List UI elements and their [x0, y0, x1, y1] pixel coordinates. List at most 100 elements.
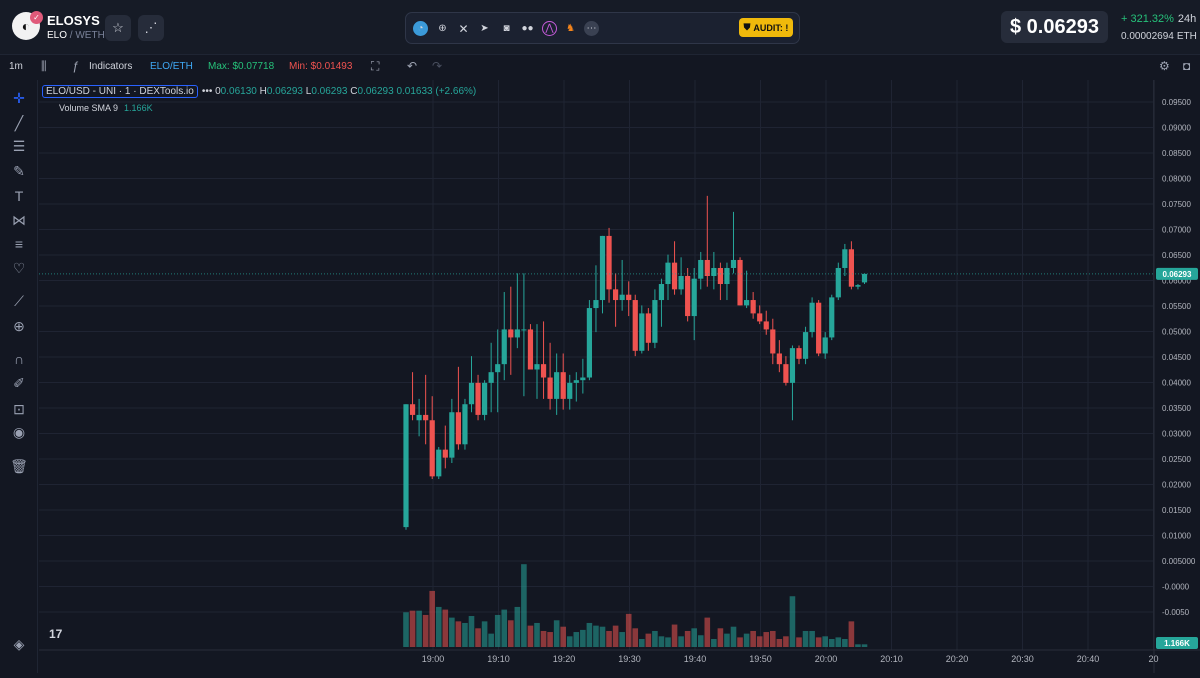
volume-bar — [789, 596, 796, 647]
layers-icon[interactable]: ◈ — [13, 635, 25, 652]
candle-body — [698, 259, 704, 279]
candle-body — [442, 449, 448, 458]
medium-icon[interactable]: ●● — [521, 23, 534, 34]
volume-bar — [501, 609, 508, 647]
volume-bar — [455, 621, 462, 647]
candle-body — [514, 329, 520, 338]
more-icon[interactable]: ⋯ — [584, 21, 599, 36]
volume-bar — [704, 617, 711, 647]
fullscreen-icon[interactable]: ⛶ — [371, 59, 380, 73]
volume-bar — [481, 621, 488, 647]
candle-body — [488, 372, 494, 383]
candle-style-icon[interactable]: ⫼ — [41, 59, 47, 73]
volume-bar — [645, 633, 652, 647]
volume-bar — [711, 638, 717, 647]
token-pair[interactable]: ELO / WETH — [47, 30, 105, 41]
camera-icon[interactable]: ◘ — [1183, 59, 1191, 73]
lock-icon[interactable]: ⊡ — [13, 400, 25, 417]
price-chart[interactable]: 0.09500 0.09000 0.08500 0.08000 0.07500 0.070… — [39, 80, 1200, 673]
volume-bar — [730, 626, 737, 647]
ruler-icon[interactable]: ⟋ — [14, 292, 24, 309]
candle-body — [567, 382, 573, 399]
last-price-tag — [1156, 267, 1198, 280]
volume-bar — [508, 620, 514, 647]
volume-bar — [776, 638, 783, 647]
volume-bar — [684, 630, 691, 647]
pair-toggle[interactable]: ELO/ETH — [150, 61, 193, 72]
heart-icon[interactable]: ♡ — [12, 259, 26, 276]
x-tick-label: 20 — [1148, 654, 1158, 664]
candle-body — [750, 300, 756, 314]
chart-legend: ELO/USD - UNI · 1 · DEXTools.io ••• 00.06… — [42, 85, 477, 98]
volume-bar — [435, 606, 442, 647]
brush-icon[interactable]: ✎ — [13, 162, 25, 179]
volume-bar — [494, 614, 501, 647]
x-tick-label: 19:00 — [422, 654, 445, 664]
zoom-in-icon[interactable]: ⊕ — [13, 317, 25, 334]
candle-body — [482, 382, 488, 415]
volume-bar — [770, 630, 776, 647]
volume-bar — [815, 637, 822, 647]
chart-canvas[interactable]: 0.09500 0.09000 0.08500 0.08000 0.07500 0.070… — [39, 80, 1200, 673]
volume-tag-label: 1.166K — [1164, 639, 1190, 648]
share-button[interactable]: ⋰ — [138, 15, 164, 41]
pair-separator: / — [69, 30, 73, 41]
x-icon[interactable]: ✕ — [458, 21, 469, 36]
undo-icon[interactable]: ↶ — [407, 59, 418, 73]
candle-body — [665, 262, 671, 285]
dextools-icon[interactable]: ⋀ — [542, 21, 557, 36]
coingecko-icon[interactable]: ◔ — [413, 21, 428, 36]
volume-value: 1.166K — [124, 103, 153, 113]
volume-bar — [848, 621, 855, 647]
y-tick-label: 0.09500 — [1162, 98, 1191, 107]
star-icon: ☆ — [112, 20, 124, 35]
audit-badge[interactable]: ⛊ AUDIT: ! — [739, 18, 793, 37]
volume-bar — [783, 636, 789, 647]
interval-selector[interactable]: 1m — [9, 61, 23, 72]
y-tick-label: 0.005000 — [1162, 557, 1196, 566]
candle-body — [652, 300, 658, 343]
fib-icon[interactable]: ☰ — [12, 137, 26, 154]
globe-icon[interactable]: ⊕ — [438, 23, 447, 34]
candle-body — [724, 267, 730, 285]
eye-icon[interactable]: ◉ — [12, 423, 26, 440]
close-value: 0.06293 — [357, 86, 394, 97]
change-value: 0.01633 (+2.66%) — [396, 86, 477, 97]
volume-label: Volume SMA 9 — [59, 103, 119, 113]
candle-body — [403, 404, 409, 528]
discord-icon[interactable]: ◙ — [503, 23, 510, 34]
volume-bar — [737, 637, 743, 647]
trend-line-icon[interactable]: ╱ — [14, 114, 24, 131]
indicators-icon[interactable]: ƒ — [72, 59, 79, 73]
candle-body — [796, 348, 802, 359]
candle-body — [770, 329, 776, 354]
x-tick-label: 19:20 — [553, 654, 576, 664]
candle-body — [547, 377, 553, 399]
candle-body — [423, 414, 429, 421]
high-label: H — [259, 86, 267, 97]
legend-more-icon[interactable]: ••• — [201, 86, 213, 97]
volume-bar — [606, 630, 612, 647]
metamask-icon[interactable]: ♞ — [566, 23, 575, 34]
candle-body — [495, 364, 501, 373]
measure-lines-icon[interactable]: ≡ — [14, 236, 24, 252]
indicators-button[interactable]: Indicators — [89, 61, 133, 72]
symbol-label[interactable]: ELO/USD - UNI · 1 · DEXTools.io — [42, 85, 198, 98]
candle-body — [540, 364, 547, 378]
pattern-icon[interactable]: ⋈ — [12, 211, 26, 228]
magnet-icon[interactable]: ∩ — [13, 351, 25, 367]
redo-icon[interactable]: ↷ — [432, 59, 443, 73]
trash-icon[interactable]: 🗑 — [10, 457, 28, 474]
volume-bar — [468, 616, 475, 647]
telegram-icon[interactable]: ➤ — [480, 23, 489, 34]
favorite-button[interactable]: ☆ — [105, 15, 131, 41]
volume-bar — [573, 632, 580, 647]
text-icon[interactable]: T — [14, 188, 24, 204]
volume-bar — [593, 625, 599, 647]
volume-bar — [842, 638, 848, 647]
lock-drawing-icon[interactable]: ✐ — [13, 374, 25, 391]
crosshair-icon[interactable]: ✛ — [13, 89, 25, 106]
x-tick-label: 19:50 — [749, 654, 772, 664]
settings-icon[interactable]: ⚙ — [1159, 59, 1170, 73]
volume-bar — [488, 633, 494, 647]
